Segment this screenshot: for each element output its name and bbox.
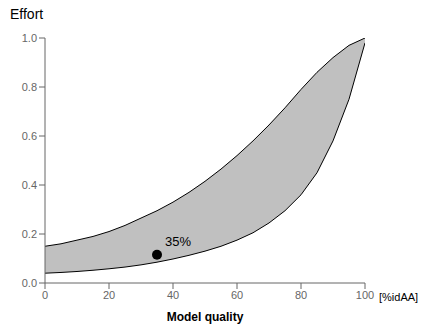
svg-text:0.0: 0.0 bbox=[22, 277, 37, 289]
svg-text:0.6: 0.6 bbox=[22, 130, 37, 142]
svg-text:20: 20 bbox=[103, 289, 115, 301]
svg-text:35%: 35% bbox=[165, 234, 191, 249]
svg-text:1.0: 1.0 bbox=[22, 32, 37, 44]
html-text:Effort: Effort bbox=[10, 6, 44, 22]
svg-text:0.2: 0.2 bbox=[22, 228, 37, 240]
svg-text:0.4: 0.4 bbox=[22, 179, 37, 191]
html-text:[%idAA]: [%idAA] bbox=[379, 291, 419, 303]
svg-text:0.8: 0.8 bbox=[22, 81, 37, 93]
svg-text:40: 40 bbox=[167, 289, 179, 301]
svg-text:0: 0 bbox=[42, 289, 48, 301]
svg-text:100: 100 bbox=[356, 289, 374, 301]
svg-text:80: 80 bbox=[295, 289, 307, 301]
svg-text:60: 60 bbox=[231, 289, 243, 301]
svg-text:Model quality: Model quality bbox=[167, 310, 244, 324]
